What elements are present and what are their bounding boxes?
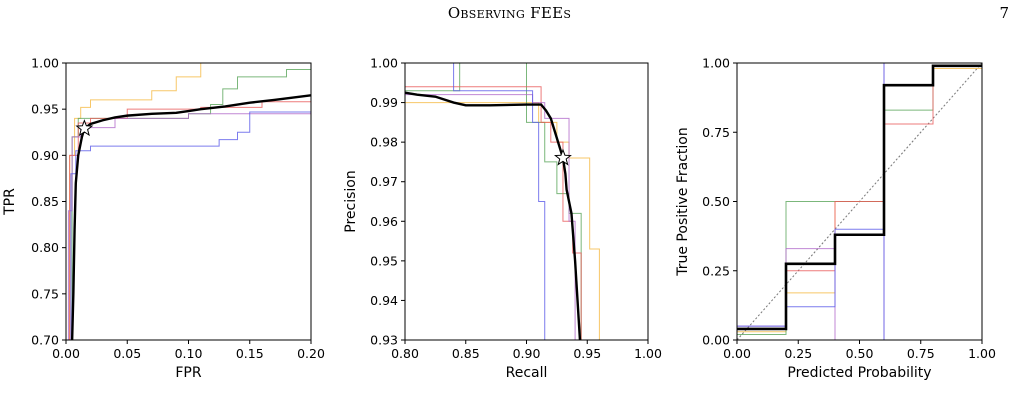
y-axis-label: True Positive Fraction [675,127,691,277]
x-axis-label: Predicted Probability [787,365,931,381]
y-tick-label: 1.00 [370,56,398,71]
series-line-3 [66,101,311,340]
y-axis-label: Precision [343,170,359,232]
x-tick-label: 0.90 [513,346,541,361]
chart-panel-3: 0.00 0.25 0.50 0.75 1.00 0.00 0.25 0.50 0.75 1.00… [675,56,996,382]
mean-curve [70,94,311,340]
x-tick-label: 0.20 [297,346,325,361]
y-tick-label: 0.75 [31,286,59,301]
x-tick-label: 0.15 [236,346,264,361]
series-line-1 [737,68,982,333]
x-tick-label: 0.85 [452,346,480,361]
x-tick-label: 0.05 [113,346,141,361]
chart-panel-1: 0.00 0.05 0.10 0.15 0.20 0.70 0.75 0.80 0.85 0.90… [2,56,325,382]
operating-point-star-marker [554,148,572,166]
series-line-5 [66,111,311,340]
running-head: Observing FEEs [447,4,572,22]
y-tick-label: 0.97 [370,174,398,189]
y-tick-label: 0.90 [31,148,59,163]
x-tick-label: 0.50 [846,346,874,361]
y-tick-label: 0.80 [31,240,59,255]
x-tick-label: 0.00 [52,346,80,361]
series-line-4 [405,94,576,340]
y-tick-label: 1.00 [31,56,59,71]
y-tick-label: 0.00 [702,333,730,348]
plot-frame [65,62,312,341]
x-tick-label: 0.25 [784,346,812,361]
x-tick-label: 0.80 [391,346,419,361]
x-tick-label: 1.00 [634,346,662,361]
x-tick-label: 0.75 [907,346,935,361]
x-tick-label: 0.95 [573,346,601,361]
page-number: 7 [999,4,1009,22]
y-tick-label: 0.70 [31,333,59,348]
y-tick-label: 0.99 [370,95,398,110]
series-line-5 [405,63,546,340]
x-tick-label: 0.10 [175,346,203,361]
y-tick-label: 0.93 [370,333,398,348]
y-tick-label: 0.94 [370,293,398,308]
y-tick-label: 0.50 [702,194,730,209]
y-tick-label: 0.25 [702,263,730,278]
y-tick-label: 0.98 [370,135,398,150]
y-tick-label: 0.95 [370,253,398,268]
series-line-4 [66,113,311,340]
x-tick-label: 0.00 [723,346,751,361]
y-tick-label: 0.96 [370,214,398,229]
y-axis-label: TPR [2,188,18,216]
series-line-1 [66,63,311,340]
mean-curve [405,91,582,340]
mean-curve [737,64,982,331]
x-tick-label: 1.00 [968,346,996,361]
y-tick-label: 0.75 [702,125,730,140]
y-tick-label: 1.00 [702,56,730,71]
series-line-3 [405,86,582,340]
y-tick-label: 0.95 [31,102,59,117]
chart-panel-2: 0.80 0.85 0.90 0.95 1.00 0.93 0.94 0.95 0.96 0.97… [343,56,662,382]
x-axis-label: Recall [506,365,548,381]
y-tick-label: 0.85 [31,194,59,209]
series-line-2 [737,65,982,335]
operating-point-star-marker [75,119,94,137]
x-axis-label: FPR [175,365,201,381]
